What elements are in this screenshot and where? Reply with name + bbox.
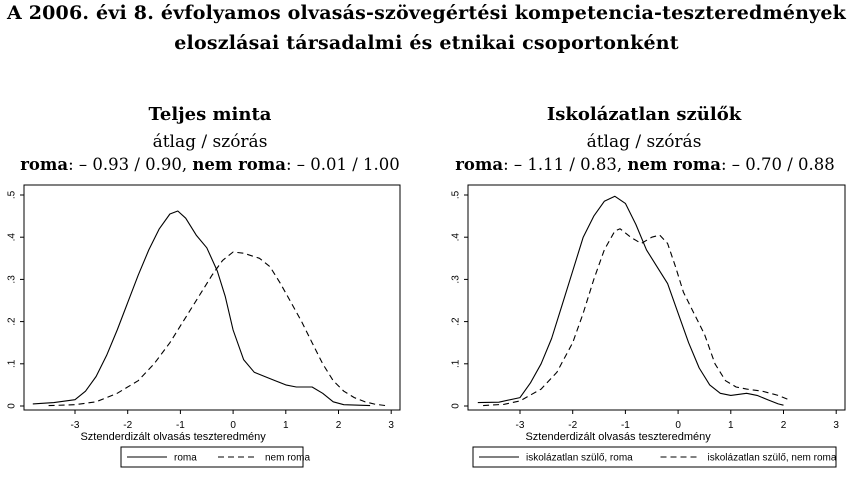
panel-subtitle-right: átlag / szórás bbox=[586, 132, 702, 152]
panel-title-left: Teljes minta bbox=[148, 104, 272, 125]
x-tick-label: -2 bbox=[568, 420, 577, 431]
stats-value-roma: : – 0.93 / 0.90, bbox=[68, 155, 193, 174]
plot-frame bbox=[467, 184, 846, 411]
panel-stats-right: roma: – 1.11 / 0.83, nem roma: – 0.70 / … bbox=[425, 155, 853, 174]
legend-entry-label: iskolázatlan szülő, roma bbox=[526, 453, 633, 464]
x-tick-label: -3 bbox=[71, 420, 80, 431]
series-line-nem-roma bbox=[48, 251, 386, 407]
plot-frame bbox=[23, 184, 401, 411]
stats-label-roma: roma bbox=[455, 155, 504, 174]
x-tick-label: -3 bbox=[516, 420, 525, 431]
x-tick-label: 0 bbox=[230, 420, 236, 431]
y-tick-label: .5 bbox=[451, 190, 462, 199]
main-title-line2: eloszlásai társadalmi és etnikai csoport… bbox=[174, 32, 679, 54]
x-axis-label: Sztenderdizált olvasás teszteredmény bbox=[525, 431, 711, 443]
y-tick-label: .2 bbox=[451, 317, 462, 326]
series-line-roma bbox=[32, 210, 371, 407]
chart-iskolazatlan-szulok: 0 .1 .2 .3 .4 .5 -3 -2 -1 0 1 2 3 Sztenderdizált olva… bbox=[451, 184, 846, 468]
chart-teljes-minta: 0 .1 .2 .3 .4 .5 -3 -2 -1 0 1 2 3 Sztenderdizált olva… bbox=[7, 184, 401, 468]
x-tick-label: 1 bbox=[728, 420, 734, 431]
legend-entry-label: nem roma bbox=[265, 453, 310, 464]
x-tick-label: -1 bbox=[621, 420, 630, 431]
series-line-nem-roma bbox=[483, 228, 790, 407]
x-tick-label: 0 bbox=[675, 420, 681, 431]
main-title-line1: A 2006. évi 8. évfolyamos olvasás-szöveg… bbox=[6, 2, 847, 24]
y-tick-label: 0 bbox=[7, 403, 18, 409]
panel-title-right: Iskolázatlan szülők bbox=[546, 104, 742, 125]
x-tick-label: -1 bbox=[176, 420, 185, 431]
panel-stats-left: roma: – 0.93 / 0.90, nem roma: – 0.01 / … bbox=[0, 155, 430, 174]
y-tick-label: .4 bbox=[451, 233, 462, 242]
y-tick-label: .3 bbox=[451, 275, 462, 284]
stats-label-nem-roma: nem roma bbox=[627, 155, 721, 174]
legend-entry-label: iskolázatlan szülő, nem roma bbox=[708, 453, 837, 464]
legend-entry-label: roma bbox=[174, 453, 197, 464]
panel-subtitle-left: átlag / szórás bbox=[152, 132, 268, 152]
x-tick-label: -2 bbox=[123, 420, 132, 431]
y-tick-label: .2 bbox=[7, 317, 18, 326]
x-tick-label: 1 bbox=[283, 420, 289, 431]
stats-value-nem-roma: : – 0.01 / 1.00 bbox=[285, 155, 400, 174]
stats-label-roma: roma bbox=[20, 155, 69, 174]
x-tick-label: 2 bbox=[781, 420, 787, 431]
x-tick-label: 3 bbox=[388, 420, 394, 431]
x-axis-label: Sztenderdizált olvasás teszteredmény bbox=[80, 431, 266, 443]
stats-label-nem-roma: nem roma bbox=[192, 155, 286, 174]
x-tick-label: 3 bbox=[833, 420, 839, 431]
y-tick-label: .4 bbox=[7, 233, 18, 242]
y-tick-label: .1 bbox=[7, 359, 18, 368]
y-tick-label: .3 bbox=[7, 275, 18, 284]
y-tick-label: .5 bbox=[7, 190, 18, 199]
legend-box bbox=[472, 446, 837, 468]
y-tick-label: 0 bbox=[451, 403, 462, 409]
y-tick-label: .1 bbox=[451, 359, 462, 368]
stats-value-roma: : – 1.11 / 0.83, bbox=[503, 155, 628, 174]
stats-value-nem-roma: : – 0.70 / 0.88 bbox=[720, 155, 835, 174]
x-tick-label: 2 bbox=[336, 420, 342, 431]
legend-box bbox=[120, 446, 304, 468]
series-line-roma bbox=[477, 195, 784, 406]
